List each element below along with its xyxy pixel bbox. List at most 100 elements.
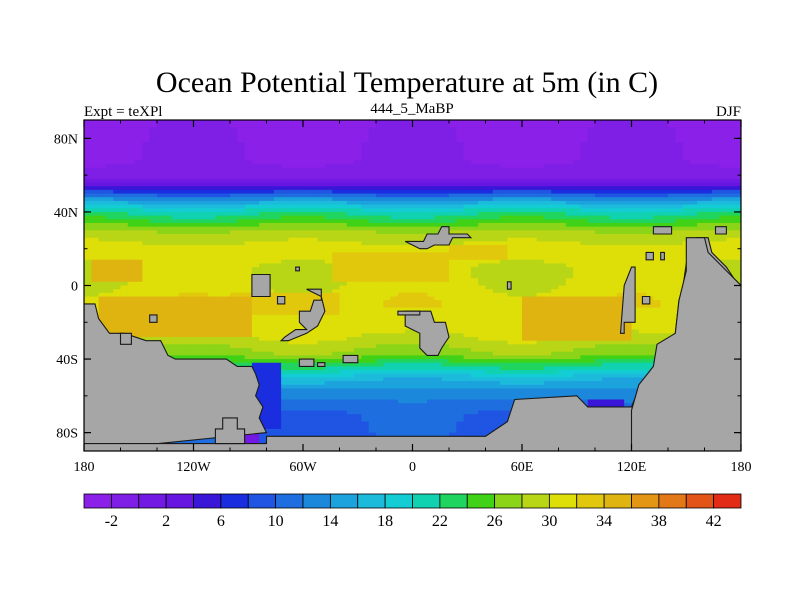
field-cell	[237, 278, 246, 283]
field-cell	[142, 270, 151, 276]
field-cell	[288, 153, 297, 158]
field-cell	[595, 211, 603, 217]
field-cell	[98, 149, 107, 154]
field-cell	[449, 263, 457, 268]
field-cell	[653, 193, 662, 198]
field-cell	[463, 245, 472, 250]
field-cell	[616, 134, 625, 139]
field-cell	[266, 134, 275, 139]
field-cell	[397, 230, 406, 235]
field-cell	[587, 167, 596, 173]
field-cell	[463, 296, 472, 301]
field-cell	[543, 285, 552, 290]
field-cell	[522, 193, 530, 198]
field-cell	[565, 292, 574, 298]
field-cell	[303, 274, 311, 279]
field-cell	[668, 256, 676, 261]
field-cell	[120, 311, 129, 316]
field-cell	[281, 311, 289, 316]
field-cell	[157, 285, 165, 290]
field-cell	[105, 314, 114, 320]
field-cell	[84, 149, 92, 154]
field-cell	[186, 215, 195, 220]
field-cell	[222, 138, 231, 143]
field-cell	[536, 318, 545, 323]
field-cell	[646, 134, 654, 139]
field-cell	[281, 222, 289, 228]
field-cell	[171, 164, 180, 169]
field-cell	[113, 149, 122, 154]
field-cell	[317, 237, 326, 242]
field-cell	[361, 138, 370, 143]
field-cell	[164, 314, 173, 320]
field-cell	[324, 278, 333, 283]
field-cell	[580, 149, 589, 154]
field-cell	[616, 248, 625, 253]
field-cell	[324, 303, 333, 309]
field-cell	[157, 208, 165, 213]
field-cell	[376, 204, 384, 209]
field-cell	[142, 178, 151, 184]
field-cell	[105, 182, 114, 187]
field-cell	[193, 167, 202, 173]
field-cell	[500, 175, 508, 180]
field-cell	[470, 149, 479, 154]
field-cell	[251, 134, 260, 139]
field-cell	[638, 237, 647, 242]
field-cell	[266, 311, 275, 316]
field-cell	[602, 289, 611, 294]
field-cell	[332, 153, 341, 158]
field-cell	[244, 145, 253, 151]
field-cell	[390, 234, 399, 239]
field-cell	[492, 274, 501, 279]
field-cell	[507, 274, 516, 279]
field-cell	[726, 226, 735, 231]
field-cell	[456, 204, 465, 209]
field-cell	[507, 208, 516, 213]
field-cell	[719, 149, 727, 154]
field-cell	[514, 127, 523, 132]
field-cell	[200, 245, 209, 250]
field-cell	[91, 204, 100, 209]
field-cell	[478, 149, 487, 154]
field-cell	[470, 215, 479, 220]
field-cell	[127, 219, 136, 224]
field-cell	[514, 278, 523, 283]
field-cell	[266, 138, 275, 143]
field-cell	[222, 131, 231, 136]
field-cell	[193, 153, 202, 158]
field-cell	[178, 274, 187, 279]
field-cell	[668, 285, 676, 290]
field-cell	[704, 156, 713, 162]
field-cell	[551, 222, 560, 228]
field-cell	[281, 256, 289, 261]
field-cell	[536, 296, 545, 301]
field-cell	[434, 311, 443, 316]
field-cell	[91, 245, 100, 250]
field-cell	[675, 189, 684, 195]
field-cell	[602, 153, 611, 158]
field-cell	[485, 230, 494, 235]
field-cell	[244, 278, 253, 283]
field-cell	[397, 252, 406, 257]
field-cell	[558, 123, 567, 128]
field-cell	[266, 142, 275, 147]
field-cell	[478, 211, 487, 217]
field-cell	[295, 134, 304, 139]
field-cell	[492, 182, 501, 187]
field-cell	[595, 241, 603, 246]
field-cell	[222, 193, 231, 198]
field-cell	[587, 270, 596, 276]
field-cell	[704, 193, 713, 198]
field-cell	[193, 197, 202, 202]
field-cell	[689, 164, 698, 169]
field-cell	[354, 222, 362, 228]
field-cell	[383, 274, 392, 279]
field-cell	[653, 222, 662, 228]
field-cell	[412, 263, 421, 268]
field-cell	[295, 296, 304, 301]
field-cell	[317, 252, 326, 257]
field-cell	[142, 134, 151, 139]
field-cell	[397, 167, 406, 173]
field-cell	[266, 230, 275, 235]
